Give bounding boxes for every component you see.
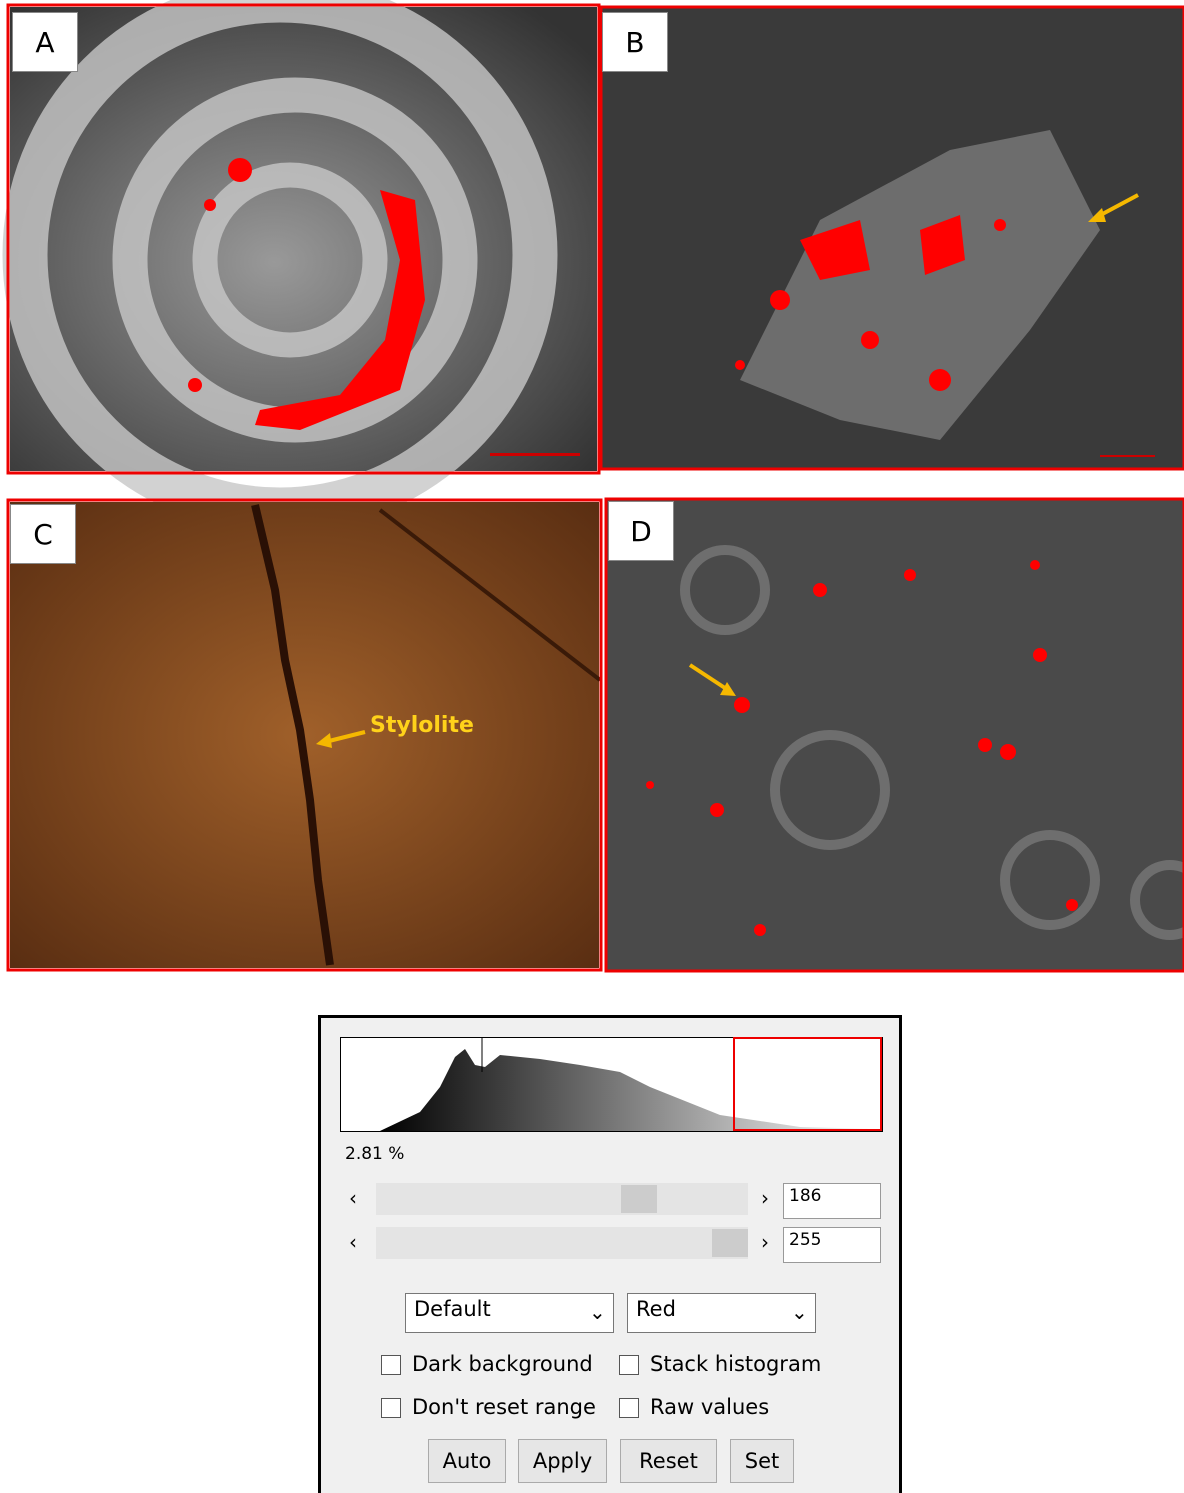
button[interactable]: Set [730, 1439, 794, 1483]
checkbox-label: Raw values [650, 1395, 769, 1419]
figure [0, 0, 1184, 1000]
slider-track[interactable] [376, 1183, 748, 1215]
button[interactable]: Reset [620, 1439, 717, 1483]
checkbox-label: Don't reset range [412, 1395, 596, 1419]
slider-right[interactable]: › [761, 1230, 769, 1254]
percent-label: 2.81 % [345, 1144, 404, 1164]
display-dropdown[interactable]: Red [627, 1293, 816, 1333]
panel-c [8, 500, 601, 970]
slider-right[interactable]: › [761, 1186, 769, 1210]
checkbox[interactable] [619, 1398, 639, 1418]
dropdown-arrow: ⌄ [791, 1300, 808, 1324]
checkbox[interactable] [381, 1355, 401, 1375]
checkbox[interactable] [381, 1398, 401, 1418]
panel-d [606, 499, 1184, 971]
method-dropdown[interactable]: Default [405, 1293, 614, 1333]
checkbox[interactable] [619, 1355, 639, 1375]
page: A B C D Stylolite 2.81 % ‹ › 186 ‹ › 255… [0, 0, 1184, 1493]
dropdown-arrow: ⌄ [589, 1300, 606, 1324]
checkbox-label: Stack histogram [650, 1352, 821, 1376]
panel-label: C [10, 504, 76, 564]
panel-label: B [602, 12, 668, 72]
threshold-dialog: 2.81 % ‹ › 186 ‹ › 255 Default ⌄ Red ⌄ D… [318, 1015, 902, 1493]
histogram [340, 1037, 883, 1132]
button[interactable]: Auto [428, 1439, 506, 1483]
panel-label: A [12, 12, 78, 72]
checkbox-label: Dark background [412, 1352, 593, 1376]
button[interactable]: Apply [518, 1439, 607, 1483]
annotation: Stylolite [370, 713, 474, 738]
min-input[interactable]: 186 [783, 1183, 881, 1219]
panel-a [8, 0, 599, 510]
slider-left[interactable]: ‹ [349, 1186, 357, 1210]
panel-label: D [608, 501, 674, 561]
slider-track[interactable] [376, 1227, 748, 1259]
slider-left[interactable]: ‹ [349, 1230, 357, 1254]
max-input[interactable]: 255 [783, 1227, 881, 1263]
panel-b [601, 7, 1184, 469]
